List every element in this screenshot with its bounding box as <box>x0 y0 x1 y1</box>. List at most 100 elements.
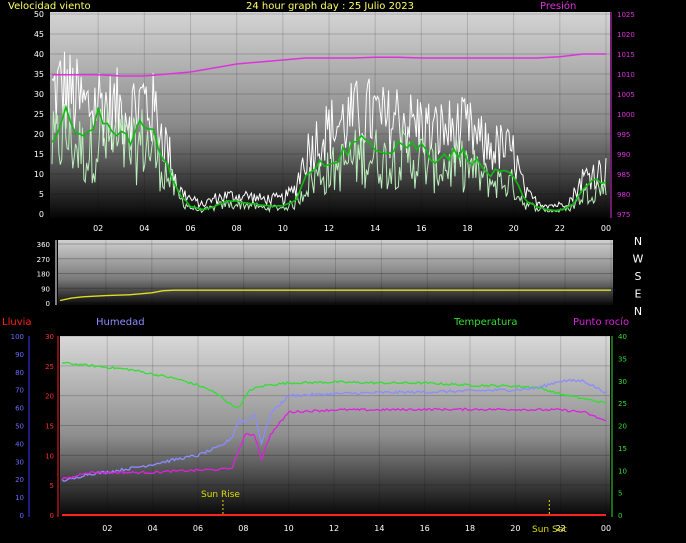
wind-y-axis-left: 0 5 10 15 20 25 30 35 40 45 50 <box>34 10 44 219</box>
x-tick-label: 02 <box>93 224 103 233</box>
temperature-series <box>61 361 607 409</box>
y-tick-label: 10 <box>34 170 44 179</box>
x-tick-label: 22 <box>556 524 566 533</box>
y-tick-label: 5 <box>50 482 54 490</box>
y2-tick-label: 15 <box>618 445 627 453</box>
rain-tick-label: 40 <box>15 440 24 448</box>
x-tick-label: 12 <box>329 524 339 533</box>
y-tick-label: 360 <box>37 241 50 249</box>
y-tick-label: 35 <box>34 70 44 79</box>
y2-tick-label: 995 <box>617 131 630 139</box>
x-tick-label: 22 <box>555 224 565 233</box>
x-tick-label: 16 <box>420 524 430 533</box>
y-tick-label: 0 <box>50 512 54 520</box>
x-tick-label: 02 <box>102 524 112 533</box>
rain-tick-label: 80 <box>15 369 24 377</box>
y2-tick-label: 1020 <box>617 31 635 39</box>
x-tick-label: 14 <box>374 524 384 533</box>
compass-label: N <box>634 235 642 248</box>
x-tick-label: 18 <box>465 524 475 533</box>
y2-tick-label: 975 <box>617 211 630 219</box>
y-tick-label: 0 <box>46 300 50 308</box>
y-tick-label: 0 <box>39 210 44 219</box>
y-tick-label: 20 <box>34 130 44 139</box>
rain-tick-label: 30 <box>15 458 24 466</box>
rain-tick-label: 100 <box>11 333 24 341</box>
y2-tick-label: 1005 <box>617 91 635 99</box>
temperature-y-axis: 0 5 10 15 20 25 30 35 40 <box>618 333 627 520</box>
dewpoint-label: Punto rocío <box>573 316 629 328</box>
y2-tick-label: 0 <box>618 512 622 520</box>
direction-plot-area <box>58 240 613 305</box>
x-tick-label: 06 <box>185 224 195 233</box>
y2-tick-label: 20 <box>618 423 627 431</box>
compass-label: N <box>634 305 642 318</box>
y-tick-label: 25 <box>45 363 54 371</box>
x-tick-label: 06 <box>193 524 203 533</box>
y-tick-label: 15 <box>34 150 44 159</box>
x-tick-label: 04 <box>139 224 149 233</box>
x-tick-label: 10 <box>284 524 294 533</box>
humidity-series <box>61 378 607 482</box>
y-tick-label: 40 <box>34 50 44 59</box>
rain-label: Lluvia <box>2 317 32 328</box>
y2-tick-label: 30 <box>618 378 627 386</box>
dewpoint-series <box>61 407 607 481</box>
y2-tick-label: 40 <box>618 333 627 341</box>
temp-plot-area <box>60 336 610 517</box>
direction-series <box>59 289 611 302</box>
y-tick-label: 45 <box>34 30 44 39</box>
y2-tick-label: 985 <box>617 171 630 179</box>
wind-x-axis: 02 04 06 08 10 12 14 16 18 20 22 00 <box>93 224 611 233</box>
y2-tick-label: 980 <box>617 191 630 199</box>
humidity-y-axis: 0 5 10 15 20 25 30 <box>45 333 54 520</box>
rain-tick-label: 60 <box>15 405 24 413</box>
y2-tick-label: 10 <box>618 467 627 475</box>
y-tick-label: 10 <box>45 452 54 460</box>
direction-y-axis: 0 90 180 270 360 <box>37 241 50 308</box>
rain-tick-label: 10 <box>15 494 24 502</box>
pressure-series <box>52 53 606 77</box>
y-tick-label: 5 <box>39 190 44 199</box>
humidity-label: Humedad <box>96 317 145 328</box>
x-tick-label: 14 <box>370 224 380 233</box>
temp-x-axis: 02 04 06 08 10 12 14 16 18 20 22 00 <box>102 524 611 533</box>
sunset-label: Sun Set <box>532 525 567 535</box>
x-tick-label: 12 <box>324 224 334 233</box>
y-tick-label: 30 <box>34 90 44 99</box>
wind-speed-label: Velocidad viento <box>8 1 91 12</box>
rain-y-axis: 0 10 20 30 40 50 60 70 80 90 100 <box>11 333 24 520</box>
y2-tick-label: 1025 <box>617 11 635 19</box>
y-tick-label: 270 <box>37 256 50 264</box>
compass-label: E <box>635 288 642 301</box>
y-tick-label: 180 <box>37 271 50 279</box>
y-tick-label: 50 <box>34 10 44 19</box>
temp-series <box>61 361 607 516</box>
wind-gust-series <box>51 51 607 210</box>
rain-tick-label: 20 <box>15 476 24 484</box>
direction-series <box>59 289 611 302</box>
x-tick-label: 04 <box>148 524 158 533</box>
rain-tick-label: 50 <box>15 423 24 431</box>
wind-grid <box>50 12 610 218</box>
wind-series <box>51 51 607 214</box>
x-tick-label: 18 <box>462 224 472 233</box>
x-tick-label: 00 <box>601 224 611 233</box>
wind-plot-area <box>50 12 610 218</box>
y-tick-label: 25 <box>34 110 44 119</box>
x-tick-label: 08 <box>232 224 242 233</box>
y-tick-label: 30 <box>45 333 54 341</box>
wind-avg-series <box>51 104 607 212</box>
page-title: 24 hour graph day : 25 Julio 2023 <box>246 1 414 12</box>
direction-grid <box>58 240 613 305</box>
rain-tick-label: 0 <box>20 512 24 520</box>
y2-tick-label: 1010 <box>617 71 635 79</box>
x-tick-label: 00 <box>601 524 611 533</box>
pressure-y-axis-right: 975 980 985 990 995 1000 1005 1010 1015 1020 1025 <box>617 11 635 219</box>
x-tick-label: 08 <box>238 524 248 533</box>
pressure-label: Presión <box>540 0 576 12</box>
y2-tick-label: 5 <box>618 490 622 498</box>
y2-tick-label: 1000 <box>617 111 635 119</box>
